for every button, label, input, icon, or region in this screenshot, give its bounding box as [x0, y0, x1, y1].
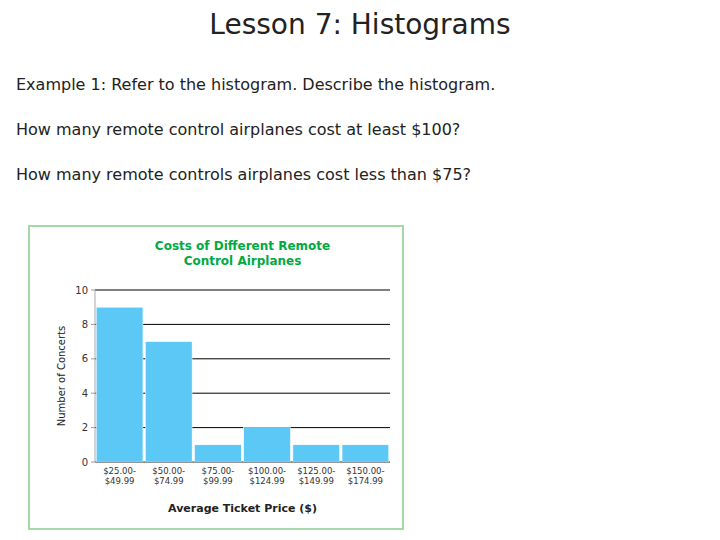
text-line: $125.00-	[297, 466, 335, 476]
text-line: $124.99	[250, 476, 285, 486]
chart-border	[29, 226, 403, 529]
text-line: $74.99	[154, 476, 184, 486]
x-tick-label: $100.00-$124.99	[248, 466, 286, 486]
x-tick-label: $150.00-$174.99	[346, 466, 384, 486]
y-tick-label: 10	[75, 285, 88, 296]
body-text: How many remote control airplanes cost a…	[16, 120, 460, 139]
text-line: $50.00-	[152, 466, 185, 476]
y-tick	[91, 290, 95, 291]
y-tick	[91, 393, 95, 394]
text-line: $75.00-	[202, 466, 235, 476]
y-tick	[91, 324, 95, 325]
text-line: Control Airplanes	[184, 254, 302, 268]
y-tick	[91, 427, 95, 428]
bar	[244, 428, 291, 462]
text-line: $174.99	[348, 476, 383, 486]
y-axis	[95, 290, 96, 462]
y-tick	[91, 462, 95, 463]
bars	[96, 307, 389, 462]
x-axis	[95, 462, 390, 463]
grid-line	[95, 462, 390, 463]
bar	[342, 445, 389, 462]
page: Lesson 7: Histograms Example 1: Refer to …	[0, 0, 720, 540]
page-title: Lesson 7: Histograms	[209, 8, 510, 41]
bar	[293, 445, 340, 462]
x-tick-label: $50.00-$74.99	[152, 466, 185, 486]
x-tick-label: $25.00-$49.99	[103, 466, 136, 486]
body-text: How many remote controls airplanes cost …	[16, 165, 471, 184]
bar	[195, 445, 242, 462]
chart-title: Costs of Different RemoteControl Airplan…	[155, 239, 330, 268]
text-line: $149.99	[299, 476, 334, 486]
x-axis-label: Average Ticket Price ($)	[168, 502, 317, 515]
y-axis-label: Number of Concerts	[56, 326, 67, 427]
text-line: Costs of Different Remote	[155, 239, 330, 253]
text-line: $25.00-	[103, 466, 136, 476]
x-tick-label: $125.00-$149.99	[297, 466, 335, 486]
y-tick-label: 8	[82, 319, 88, 330]
text-line: $49.99	[105, 476, 135, 486]
grid-line	[95, 290, 390, 291]
text-line: $100.00-	[248, 466, 286, 476]
y-tick-label: 2	[82, 422, 88, 433]
bar	[96, 307, 143, 462]
body-text: Example 1: Refer to the histogram. Descr…	[16, 75, 495, 94]
bar	[145, 342, 192, 462]
y-tick-label: 4	[82, 388, 88, 399]
y-tick-label: 0	[82, 457, 88, 468]
text-line: $99.99	[203, 476, 233, 486]
x-tick-label: $75.00-$99.99	[202, 466, 235, 486]
text-line: $150.00-	[346, 466, 384, 476]
y-tick-label: 6	[82, 353, 88, 364]
y-tick	[91, 358, 95, 359]
